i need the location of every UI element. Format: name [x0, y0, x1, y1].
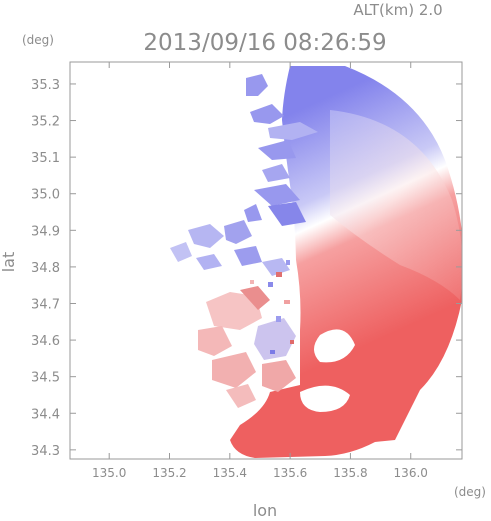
x-tick-label: 135.2 [152, 466, 186, 480]
x-axis-label: lon [253, 501, 277, 520]
x-tick-label: 135.8 [333, 466, 367, 480]
y-tick-label: 35.3 [31, 78, 60, 93]
y-tick-label: 34.8 [31, 261, 60, 276]
x-tick-label: 135.4 [213, 466, 247, 480]
y-tick-label: 34.6 [31, 334, 60, 349]
x-unit-label: (deg) [454, 485, 486, 499]
y-unit-label: (deg) [22, 33, 54, 47]
y-tick-label: 34.5 [31, 371, 60, 386]
y-tick-label: 34.9 [31, 224, 60, 239]
clear-air-gap [314, 329, 355, 363]
x-tick-label: 136.0 [394, 466, 428, 480]
y-tick-label: 34.7 [31, 297, 60, 312]
altitude-label: ALT(km) 2.0 [353, 1, 442, 19]
southwestern-echoes [198, 286, 296, 408]
y-axis: 34.3 34.4 34.5 34.6 34.7 34.8 34.9 35.0 35.1 35.2… [31, 78, 462, 459]
y-tick-label: 35.2 [31, 115, 60, 130]
x-tick-label: 135.0 [92, 466, 126, 480]
x-axis: 135.0 135.2 135.4 135.6 135.8 136.0 [92, 62, 428, 480]
chart-title: 2013/09/16 08:26:59 [143, 30, 386, 56]
y-tick-label: 34.3 [31, 444, 60, 459]
velocity-east-region [330, 110, 462, 300]
radar-field [170, 66, 462, 458]
y-tick-label: 35.1 [31, 151, 60, 166]
plot-frame [69, 61, 463, 460]
y-tick-label: 34.4 [31, 407, 60, 422]
scattered-cells [250, 260, 294, 354]
northern-echoes [244, 74, 318, 226]
x-tick-label: 135.6 [273, 466, 307, 480]
y-axis-label: lat [0, 252, 18, 273]
western-echoes [170, 220, 290, 276]
y-tick-label: 35.0 [31, 188, 60, 203]
clear-air-gap [300, 385, 350, 412]
